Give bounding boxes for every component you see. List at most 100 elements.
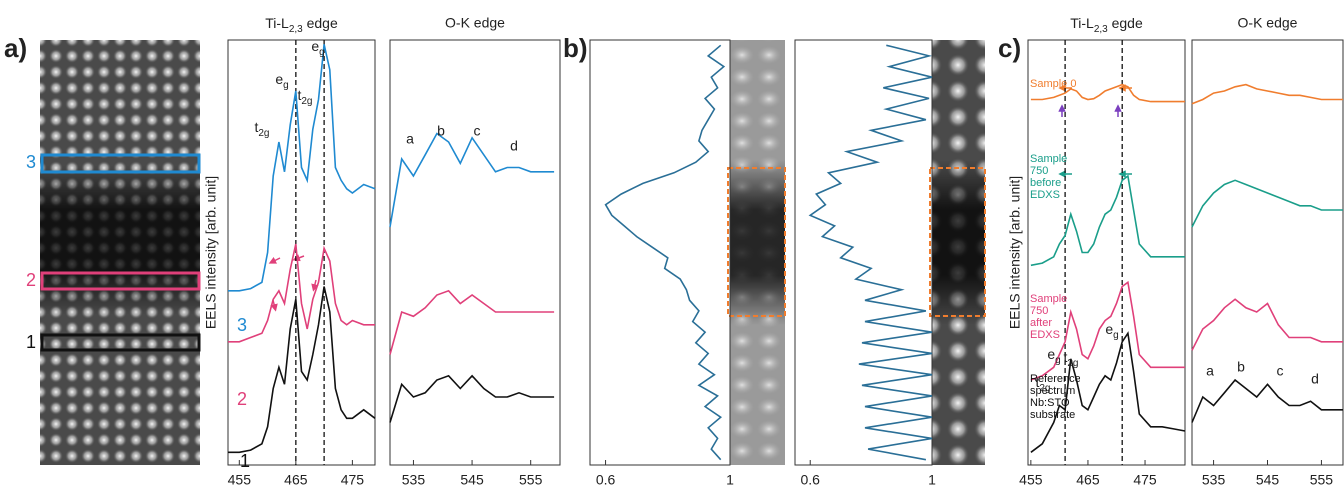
series-label-text: Sample 750 after EDXS: [1030, 293, 1068, 341]
plot-frame: [794, 39, 933, 466]
plot-frame: [389, 39, 561, 466]
peak-label: c: [1277, 363, 1284, 379]
series-label: 2: [237, 389, 247, 409]
peak-label-part: e: [311, 38, 319, 54]
peak-label: c: [474, 123, 481, 139]
spectrum: [1191, 179, 1343, 228]
peak-label-part: e: [1047, 346, 1055, 362]
plot-frame: [227, 39, 376, 466]
panel-label: a): [4, 33, 27, 63]
peak-label: a: [406, 131, 414, 147]
spectrum: [1191, 83, 1343, 105]
peak-label: t2g: [254, 119, 269, 139]
peak-label: t2g: [1035, 374, 1050, 394]
spectrum: [1030, 83, 1185, 103]
peak-label-part: e: [275, 71, 283, 87]
arrow: [268, 256, 281, 264]
dark-band: [40, 165, 200, 315]
spectrum: [1030, 331, 1186, 453]
x-tick-label: 455: [228, 472, 252, 486]
panel-label: c): [998, 33, 1021, 63]
series-label: 3: [237, 315, 247, 335]
dark-band: [730, 160, 785, 325]
x-tick-label: 555: [1310, 472, 1334, 486]
plot-frame: [1191, 39, 1344, 466]
spectrum: [389, 289, 555, 355]
peak-label-sub: 2g: [1067, 358, 1078, 369]
plot-frame: [589, 39, 731, 466]
peak-label-part: e: [1105, 321, 1113, 337]
panel-label: b): [563, 33, 588, 63]
x-tick-label: 1: [928, 472, 936, 486]
region-label: 1: [26, 332, 36, 352]
y-axis-label: EELS intensity [arb. unit]: [203, 176, 219, 329]
peak-label: d: [510, 138, 518, 154]
series-label: Reference spectrum Nb:STO substrate: [1030, 373, 1080, 421]
peak-label-sub: 2g: [258, 128, 269, 139]
spectrum: [228, 243, 375, 343]
peak-label: d: [1311, 371, 1319, 387]
x-tick-label: 545: [1256, 472, 1280, 486]
peak-label: b: [1237, 359, 1245, 375]
peak-label: eg: [275, 71, 288, 91]
peak-label-sub: g: [1113, 330, 1119, 341]
x-tick-label: 555: [519, 472, 543, 486]
panel-title-part: edge: [303, 15, 338, 31]
panel-title: Ti-L2,3 egde: [1070, 15, 1143, 35]
x-tick-label: 0.6: [596, 472, 616, 486]
spectrum: [1030, 280, 1185, 381]
intensity-profile: [604, 44, 726, 461]
peak-label: a: [1206, 363, 1214, 379]
x-tick-label: 0.6: [800, 472, 820, 486]
panel-title: O-K edge: [1238, 15, 1298, 31]
peak-label-part: t: [254, 119, 258, 135]
peak-label: t2g: [297, 87, 312, 107]
plot-frame: [1027, 39, 1186, 466]
series-label-text: Reference spectrum Nb:STO substrate: [1030, 373, 1080, 421]
dark-band: [932, 160, 985, 325]
region-box: [929, 167, 986, 317]
panel-title-part: Ti-L: [265, 15, 289, 31]
x-tick-label: 465: [1076, 472, 1100, 486]
x-tick-label: 535: [1202, 472, 1226, 486]
spectrum: [228, 286, 376, 454]
region-box: [40, 153, 201, 174]
y-axis-label: EELS intensity [arb. unit]: [1007, 176, 1023, 329]
spectrum: [389, 132, 555, 228]
peak-label: eg: [1047, 346, 1060, 366]
panel-title-part: egde: [1108, 15, 1143, 31]
series-label-text: Sample 0: [1030, 78, 1077, 90]
peak-label-sub: 2g: [1039, 383, 1050, 394]
panel-title: Ti-L2,3 edge: [265, 15, 338, 35]
x-tick-label: 475: [341, 472, 365, 486]
peak-label-sub: g: [319, 47, 325, 58]
spectrum: [1191, 298, 1343, 351]
spectrum: [228, 44, 376, 292]
x-tick-label: 465: [284, 472, 308, 486]
peak-label: eg: [1105, 321, 1118, 341]
region-label: 3: [26, 152, 36, 172]
peak-label-sub: g: [283, 80, 289, 91]
peak-label: eg: [311, 38, 324, 58]
x-tick-label: 475: [1133, 472, 1157, 486]
region-box: [727, 167, 786, 317]
panel-title-sub: 2,3: [1094, 24, 1108, 35]
peak-label: b: [437, 123, 445, 139]
peak-label-sub: 2g: [301, 96, 312, 107]
peak-label-part: t: [297, 87, 301, 103]
region-label: 2: [26, 270, 36, 290]
x-tick-label: 535: [402, 472, 426, 486]
spectrum: [389, 374, 555, 423]
spectrum: [1191, 378, 1343, 423]
arrow: [311, 279, 319, 292]
x-tick-label: 545: [460, 472, 484, 486]
x-tick-label: 1: [726, 472, 734, 486]
x-tick-label: 455: [1019, 472, 1043, 486]
spectrum: [1030, 174, 1185, 267]
panel-title-sub: 2,3: [289, 24, 303, 35]
series-label-text: Sample 750 before EDXS: [1030, 153, 1068, 201]
series-label: Sample 0: [1030, 78, 1077, 90]
panel-title: O-K edge: [445, 15, 505, 31]
peak-label-part: t: [1035, 374, 1039, 390]
